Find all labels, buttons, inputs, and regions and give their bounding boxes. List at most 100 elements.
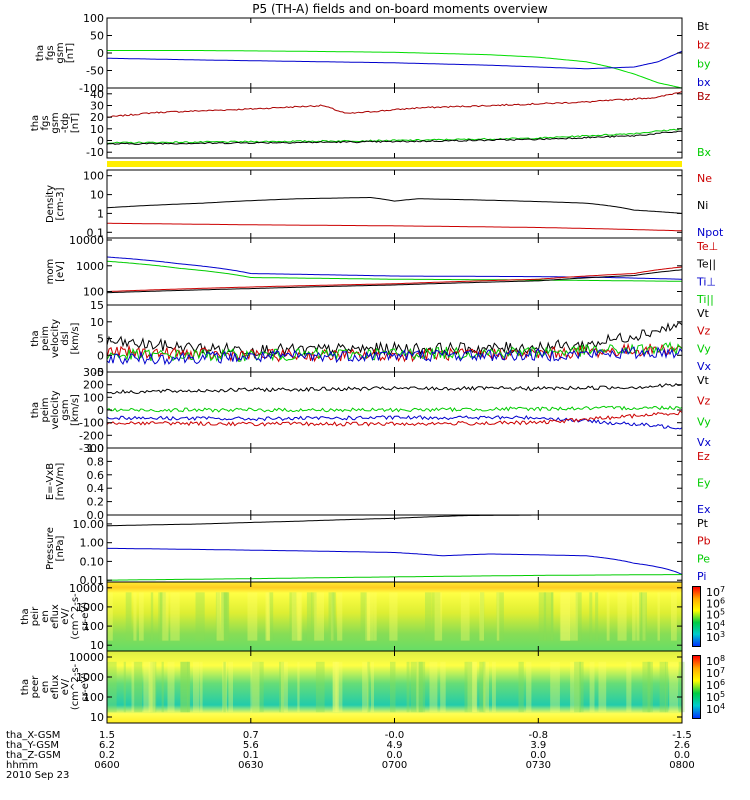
spectrogram-streak: [195, 592, 205, 641]
legend-label-bx: Bx: [697, 146, 712, 159]
panel-density: 100 10 1 0.1 Density[cm-3] Ne Ni Npot: [45, 169, 724, 239]
spectrogram-streak: [107, 661, 117, 713]
footer-value: 0600: [94, 760, 119, 771]
spectrogram-streak: [160, 592, 163, 641]
colorbar-tick-exponent: 8: [720, 654, 725, 663]
spectrogram-streak: [125, 592, 132, 641]
series-line-vz: [106, 410, 683, 427]
status-bar: [107, 161, 682, 167]
y-axis-label-line: gsm: [50, 112, 61, 133]
spectrogram-streak: [266, 592, 271, 641]
spectrogram-streak: [167, 661, 175, 713]
series-line-vt: [106, 383, 683, 395]
y-axis-label-line: eV/: [60, 678, 71, 695]
series-line-pe: [107, 574, 683, 581]
spectrogram-streak: [314, 592, 324, 641]
y-tick-label: -200: [79, 429, 104, 442]
y-tick-label: 0: [97, 404, 104, 417]
spectrogram-streak: [390, 661, 396, 713]
y-axis-label: E=-VxB[mV/m]: [45, 463, 66, 501]
y-tick-label: 1.0: [87, 442, 105, 455]
panel-efield: 1.00.80.60.40.20.0 E=-VxB[mV/m] Ez Ey Ex: [45, 442, 711, 522]
spectrogram-streak: [543, 592, 554, 641]
spectrogram-streak: [187, 661, 191, 713]
spectrogram-streak: [589, 661, 595, 713]
spectrogram-streak: [297, 661, 300, 713]
spectrogram-streak: [472, 661, 477, 713]
spectrogram-streak: [223, 661, 226, 713]
panel-stack: 100500-50-100thafgsgsm[nT]Btbzbybx403020…: [20, 12, 725, 724]
y-axis-label-line: [cm-3]: [55, 187, 66, 220]
colorbar-tick-exponent: 7: [720, 585, 725, 594]
spectrogram-streak: [333, 661, 338, 713]
panel-peir_spectrogram: 10710610510410310000100010010thapeirenef…: [20, 581, 725, 652]
y-axis-label-line: tha: [20, 679, 31, 695]
spectrogram-streak: [133, 661, 143, 713]
y-axis-label-line: sr-eV): [80, 602, 91, 631]
spectrogram-streak: [647, 661, 653, 713]
series-line-pi: [106, 547, 683, 575]
colorbar-tick-base: 10: [706, 597, 720, 610]
y-axis-label-line: peim: [40, 397, 51, 422]
legend-label-ni: Ni: [697, 199, 708, 212]
spectrogram-streak: [483, 661, 489, 713]
spectrogram-streak: [431, 592, 441, 641]
spectrogram-streak: [133, 592, 137, 641]
spectrogram-streak: [574, 661, 581, 713]
y-tick-label: 0.2: [87, 496, 105, 509]
y-axis-label: thapeirenefluxeV/(cm^2-s-sr-eV): [20, 593, 91, 640]
spectrogram-streak: [518, 661, 524, 713]
y-axis-label: Pressure[nPa]: [45, 527, 66, 570]
spectrogram-streak: [492, 661, 496, 713]
y-axis-label-line: gsm: [60, 399, 71, 420]
legend-label-pi: Pi: [697, 570, 706, 583]
y-tick-label: -50: [86, 65, 104, 78]
panel-frame: [106, 87, 683, 159]
y-axis-label-line: dsl: [60, 331, 71, 345]
footer-value: 0630: [238, 760, 263, 771]
series-line-vt: [106, 322, 683, 358]
y-axis-label-line: Density: [45, 185, 56, 223]
spectrogram-streak: [332, 661, 339, 713]
y-axis-label-line: [km/s]: [70, 394, 81, 426]
spectrogram-streak: [360, 592, 367, 641]
spectrogram-streak: [640, 592, 647, 641]
footer-value: 4.9: [387, 740, 403, 751]
panel-frame: [106, 447, 683, 516]
footer-value: 0700: [382, 760, 407, 771]
y-axis-label-line: [nT]: [70, 113, 81, 133]
y-axis-label-line: [nPa]: [55, 535, 66, 561]
panel-frame: [106, 17, 683, 89]
series-line-te: [107, 266, 683, 292]
colorbar-tick: 106: [706, 596, 725, 610]
colorbar-tick-exponent: 7: [720, 666, 725, 675]
y-axis-label-line: tha: [30, 115, 41, 131]
panel-peim_velocity_dsl: 15 10 5 0 -5 thapeimvelocitydsl[km/s] Vt Vz Vy Vx: [30, 299, 712, 379]
spectrogram-streak: [482, 661, 486, 713]
footer-value: 6.2: [99, 740, 115, 751]
legend-label-ez: Ez: [697, 450, 710, 463]
spectrogram-streak: [331, 592, 335, 641]
y-tick-label: 10: [90, 123, 104, 136]
y-tick-label: 300: [83, 366, 104, 379]
y-axis-label-line: fgs: [40, 115, 51, 130]
y-tick-label: 50: [90, 30, 104, 43]
footer-value: 3.9: [530, 740, 546, 751]
y-tick-label: 100: [83, 691, 104, 704]
spectrogram-streak: [370, 661, 374, 713]
y-axis-label-line: [nT]: [65, 43, 76, 63]
spectrogram-streak: [389, 592, 398, 641]
spectrogram-image: [107, 651, 682, 723]
spectrogram-streak: [247, 592, 258, 641]
footer-row-label: hhmm: [6, 760, 38, 771]
spectrogram-streak: [657, 592, 660, 641]
spectrogram-image: [107, 582, 682, 651]
spectrogram-streak: [279, 661, 284, 713]
spectrogram-streak: [367, 661, 370, 713]
series-line-pt: [106, 514, 539, 527]
y-tick-label: 1.00: [80, 537, 105, 550]
panel-fgs_gsm: 100 50 0 -50 -100 thafgsgsm[nT] Bt bz by bx: [35, 12, 711, 95]
spectrogram-streak: [626, 661, 632, 713]
